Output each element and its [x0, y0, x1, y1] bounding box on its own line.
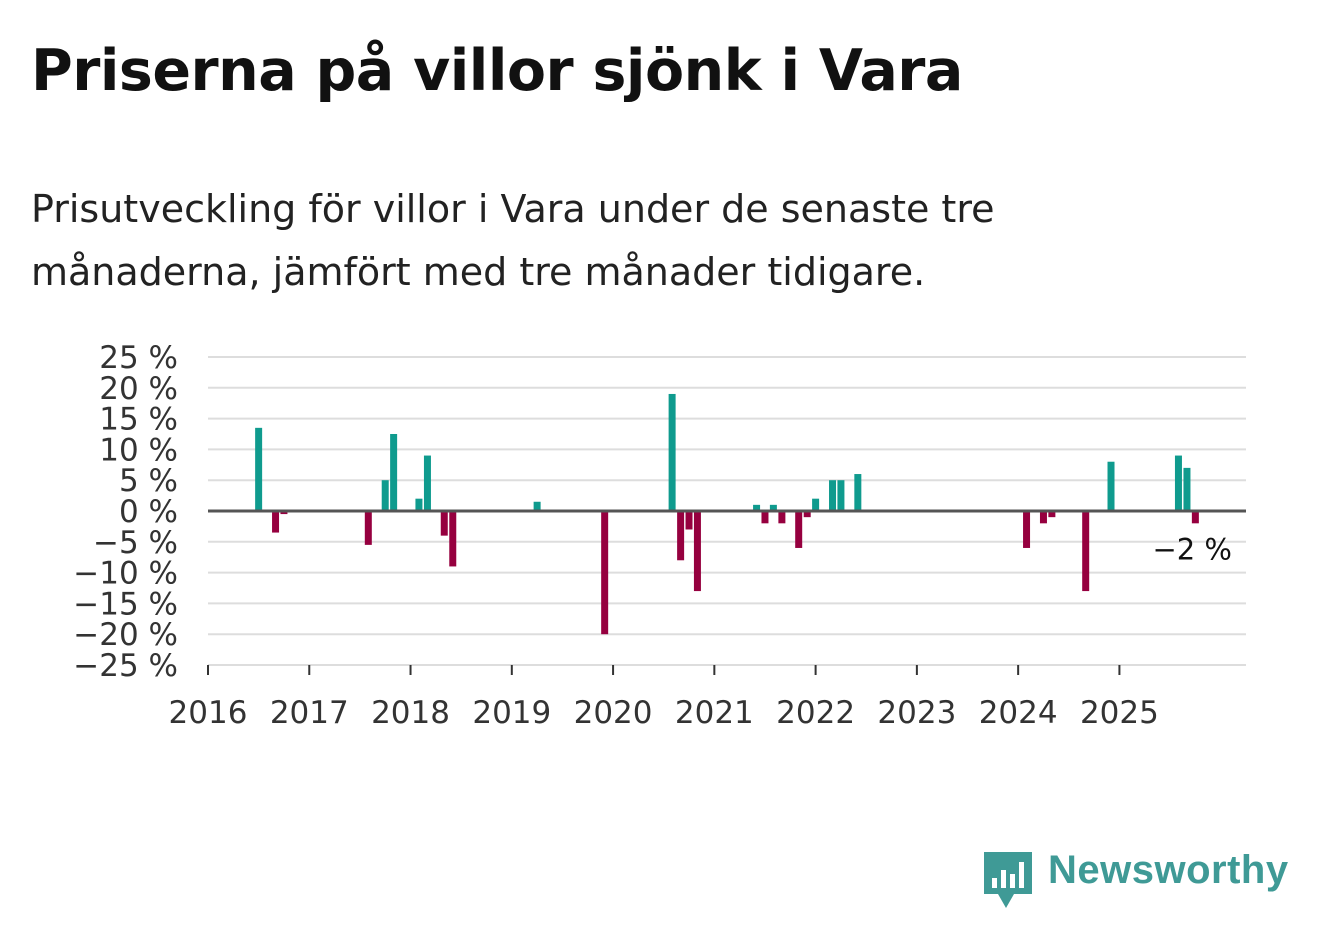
- bar-chart: 25 %20 %15 %10 %5 %0 %−5 %−10 %−15 %−20 …: [73, 340, 1246, 731]
- bar: [272, 511, 280, 533]
- x-tick-label: 2018: [371, 695, 450, 731]
- bar: [449, 511, 457, 567]
- bar: [415, 498, 423, 511]
- y-tick-label: 5 %: [119, 463, 178, 499]
- bar: [778, 511, 786, 524]
- y-tick-label: −5 %: [93, 525, 178, 561]
- chart-subtitle: Prisutveckling för villor i Vara under d…: [31, 187, 995, 294]
- bar: [668, 393, 676, 511]
- x-tick-label: 2021: [675, 695, 754, 731]
- bar: [381, 480, 389, 511]
- x-tick-label: 2016: [169, 695, 248, 731]
- bar: [854, 474, 862, 511]
- x-tick-label: 2022: [776, 695, 855, 731]
- bar: [364, 511, 372, 545]
- chart-title: Priserna på villor sjönk i Vara: [31, 38, 963, 104]
- bar: [1174, 455, 1182, 511]
- x-tick-label: 2025: [1080, 695, 1159, 731]
- y-tick-label: 25 %: [99, 340, 178, 376]
- bar: [1039, 511, 1047, 524]
- bar: [761, 511, 769, 524]
- x-tick-label: 2023: [877, 695, 956, 731]
- bar: [803, 511, 811, 518]
- bar: [280, 511, 288, 515]
- bar: [769, 504, 777, 511]
- y-tick-label: −20 %: [73, 617, 178, 653]
- bar: [837, 480, 845, 511]
- y-tick-label: 0 %: [119, 494, 178, 530]
- bar: [390, 434, 398, 511]
- y-tick-label: 10 %: [99, 432, 178, 468]
- y-tick-label: −10 %: [73, 556, 178, 592]
- x-tick-label: 2019: [472, 695, 551, 731]
- bar: [1191, 511, 1199, 524]
- bar: [1183, 467, 1191, 511]
- bar: [753, 504, 761, 511]
- x-tick-label: 2017: [270, 695, 349, 731]
- x-tick-label: 2020: [574, 695, 653, 731]
- bar: [812, 498, 820, 511]
- bar: [1048, 511, 1056, 518]
- bar: [533, 501, 541, 511]
- bar: [795, 511, 803, 548]
- bar: [423, 455, 431, 511]
- y-tick-label: 15 %: [99, 402, 178, 438]
- y-tick-label: −15 %: [73, 586, 178, 622]
- y-tick-label: 20 %: [99, 371, 178, 407]
- bar: [829, 480, 837, 511]
- bar: [255, 427, 263, 511]
- last-value-label: −2 %: [1152, 532, 1232, 566]
- x-tick-label: 2024: [979, 695, 1058, 731]
- bar: [1023, 511, 1031, 548]
- bar: [677, 511, 685, 561]
- bar: [1082, 511, 1090, 592]
- bar: [685, 511, 693, 530]
- newsworthy-logo-text: Newsworthy: [1048, 848, 1289, 892]
- bar: [601, 511, 609, 635]
- bar: [693, 511, 701, 592]
- newsworthy-logo-icon: [984, 852, 1032, 908]
- bar: [1107, 461, 1115, 511]
- bar: [440, 511, 448, 536]
- y-tick-label: −25 %: [73, 648, 178, 684]
